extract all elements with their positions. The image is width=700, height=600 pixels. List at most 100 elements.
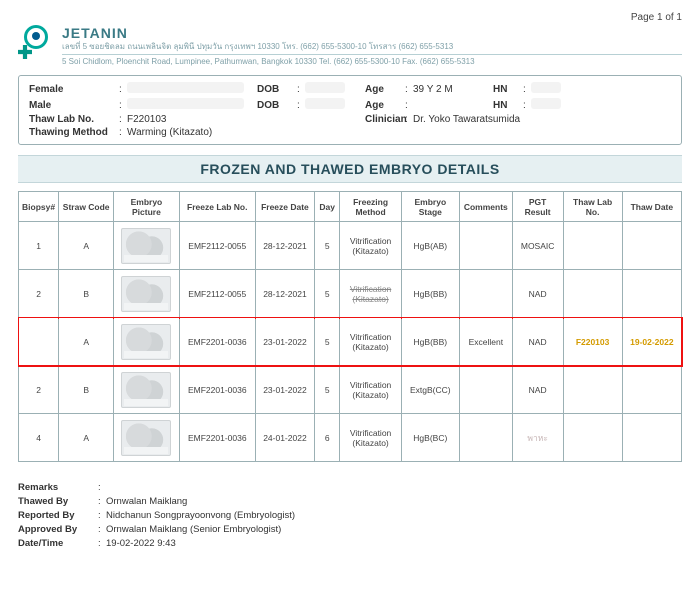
table-cell bbox=[563, 222, 622, 270]
col-pgt: PGT Result bbox=[512, 192, 563, 222]
table-cell bbox=[563, 366, 622, 414]
col-thaw-lab: Thaw Lab No. bbox=[563, 192, 622, 222]
table-cell bbox=[459, 222, 512, 270]
clinician-label: Clinician bbox=[365, 114, 405, 125]
table-cell: HgB(AB) bbox=[401, 222, 459, 270]
table-cell: พาหะ bbox=[512, 414, 563, 462]
table-cell: EMF2201-0036 bbox=[179, 366, 255, 414]
address-line-1: เลขที่ 5 ซอยชิดลม ถนนเพลินจิต ลุมพินี ปท… bbox=[62, 41, 682, 55]
table-cell: EMF2112-0055 bbox=[179, 222, 255, 270]
col-straw: Straw Code bbox=[59, 192, 114, 222]
embryo-image-icon bbox=[121, 324, 171, 360]
col-stage: Embryo Stage bbox=[401, 192, 459, 222]
col-freeze-method: Freezing Method bbox=[340, 192, 401, 222]
thawed-by-label: Thawed By bbox=[18, 496, 98, 507]
male-value bbox=[127, 98, 257, 112]
brand-name: JETANIN bbox=[62, 25, 128, 41]
table-row: 4AEMF2201-003624-01-20226Vitrification (… bbox=[19, 414, 682, 462]
embryo-picture-cell bbox=[114, 414, 180, 462]
colon: : bbox=[523, 84, 531, 95]
colon: : bbox=[98, 496, 106, 507]
colon: : bbox=[98, 524, 106, 535]
colon: : bbox=[405, 84, 413, 95]
dob-label: DOB bbox=[257, 84, 297, 95]
table-row: 2BEMF2112-005528-12-20215Vitrification (… bbox=[19, 270, 682, 318]
hn-value bbox=[531, 82, 571, 96]
table-cell: A bbox=[59, 318, 114, 366]
table-cell bbox=[459, 270, 512, 318]
table-cell: 23-01-2022 bbox=[255, 318, 314, 366]
datetime-value: 19-02-2022 9:43 bbox=[106, 538, 682, 549]
table-cell: HgB(BC) bbox=[401, 414, 459, 462]
thaw-method-value: Warming (Kitazato) bbox=[127, 127, 571, 138]
colon: : bbox=[98, 482, 106, 493]
table-row: 1AEMF2112-005528-12-20215Vitrification (… bbox=[19, 222, 682, 270]
male-label: Male bbox=[29, 100, 119, 111]
colon: : bbox=[405, 100, 413, 111]
colon: : bbox=[297, 84, 305, 95]
remarks-label: Remarks bbox=[18, 482, 98, 493]
female-value bbox=[127, 82, 257, 96]
table-cell: EMF2112-0055 bbox=[179, 270, 255, 318]
letterhead: JETANIN เลขที่ 5 ซอยชิดลม ถนนเพลินจิต ลุ… bbox=[18, 25, 682, 67]
table-cell: 5 bbox=[315, 222, 340, 270]
thaw-lab-label: Thaw Lab No. bbox=[29, 114, 119, 125]
hn2-value bbox=[531, 98, 571, 112]
table-cell: 5 bbox=[315, 270, 340, 318]
table-cell bbox=[563, 270, 622, 318]
colon: : bbox=[119, 84, 127, 95]
clinic-logo-icon bbox=[18, 25, 52, 59]
datetime-label: Date/Time bbox=[18, 538, 98, 549]
table-cell bbox=[622, 366, 681, 414]
table-cell: NAD bbox=[512, 270, 563, 318]
col-thaw-date: Thaw Date bbox=[622, 192, 681, 222]
embryo-image-icon bbox=[121, 420, 171, 456]
col-picture: Embryo Picture bbox=[114, 192, 180, 222]
colon: : bbox=[119, 114, 127, 125]
clinician-value: Dr. Yoko Tawaratsumida bbox=[413, 114, 571, 125]
table-cell: Vitrification (Kitazato) bbox=[340, 270, 401, 318]
table-cell bbox=[563, 414, 622, 462]
col-day: Day bbox=[315, 192, 340, 222]
table-row: AEMF2201-003623-01-20225Vitrification (K… bbox=[19, 318, 682, 366]
table-cell: EMF2201-0036 bbox=[179, 414, 255, 462]
table-cell: 5 bbox=[315, 366, 340, 414]
col-biopsy: Biopsy# bbox=[19, 192, 59, 222]
age-value: 39 Y 2 M bbox=[413, 84, 493, 95]
colon: : bbox=[523, 100, 531, 111]
embryo-image-icon bbox=[121, 228, 171, 264]
colon: : bbox=[98, 510, 106, 521]
reported-by-label: Reported By bbox=[18, 510, 98, 521]
embryo-image-icon bbox=[121, 276, 171, 312]
page-number: Page 1 of 1 bbox=[18, 12, 682, 23]
table-cell: 24-01-2022 bbox=[255, 414, 314, 462]
col-freeze-date: Freeze Date bbox=[255, 192, 314, 222]
colon: : bbox=[405, 114, 413, 125]
table-cell bbox=[459, 414, 512, 462]
embryo-table: Biopsy# Straw Code Embryo Picture Freeze… bbox=[18, 191, 682, 462]
table-cell: 4 bbox=[19, 414, 59, 462]
embryo-image-icon bbox=[121, 372, 171, 408]
table-cell: A bbox=[59, 222, 114, 270]
table-cell: 23-01-2022 bbox=[255, 366, 314, 414]
table-cell bbox=[622, 222, 681, 270]
table-cell: B bbox=[59, 270, 114, 318]
patient-info-box: Female: DOB: Age:39 Y 2 M HN: Male: DOB:… bbox=[18, 75, 682, 145]
colon: : bbox=[119, 100, 127, 111]
age2-label: Age bbox=[365, 100, 405, 111]
hn2-label: HN bbox=[493, 100, 523, 111]
table-cell: Vitrification (Kitazato) bbox=[340, 366, 401, 414]
age-label: Age bbox=[365, 84, 405, 95]
dob2-value bbox=[305, 98, 365, 112]
embryo-picture-cell bbox=[114, 318, 180, 366]
remarks-value bbox=[106, 482, 682, 493]
table-cell: F220103 bbox=[563, 318, 622, 366]
table-cell: Vitrification (Kitazato) bbox=[340, 222, 401, 270]
embryo-picture-cell bbox=[114, 270, 180, 318]
table-cell: NAD bbox=[512, 366, 563, 414]
table-header-row: Biopsy# Straw Code Embryo Picture Freeze… bbox=[19, 192, 682, 222]
table-cell bbox=[622, 414, 681, 462]
table-cell: 1 bbox=[19, 222, 59, 270]
reported-by-value: Nidchanun Songprayoonvong (Embryologist) bbox=[106, 510, 682, 521]
table-cell: 28-12-2021 bbox=[255, 270, 314, 318]
